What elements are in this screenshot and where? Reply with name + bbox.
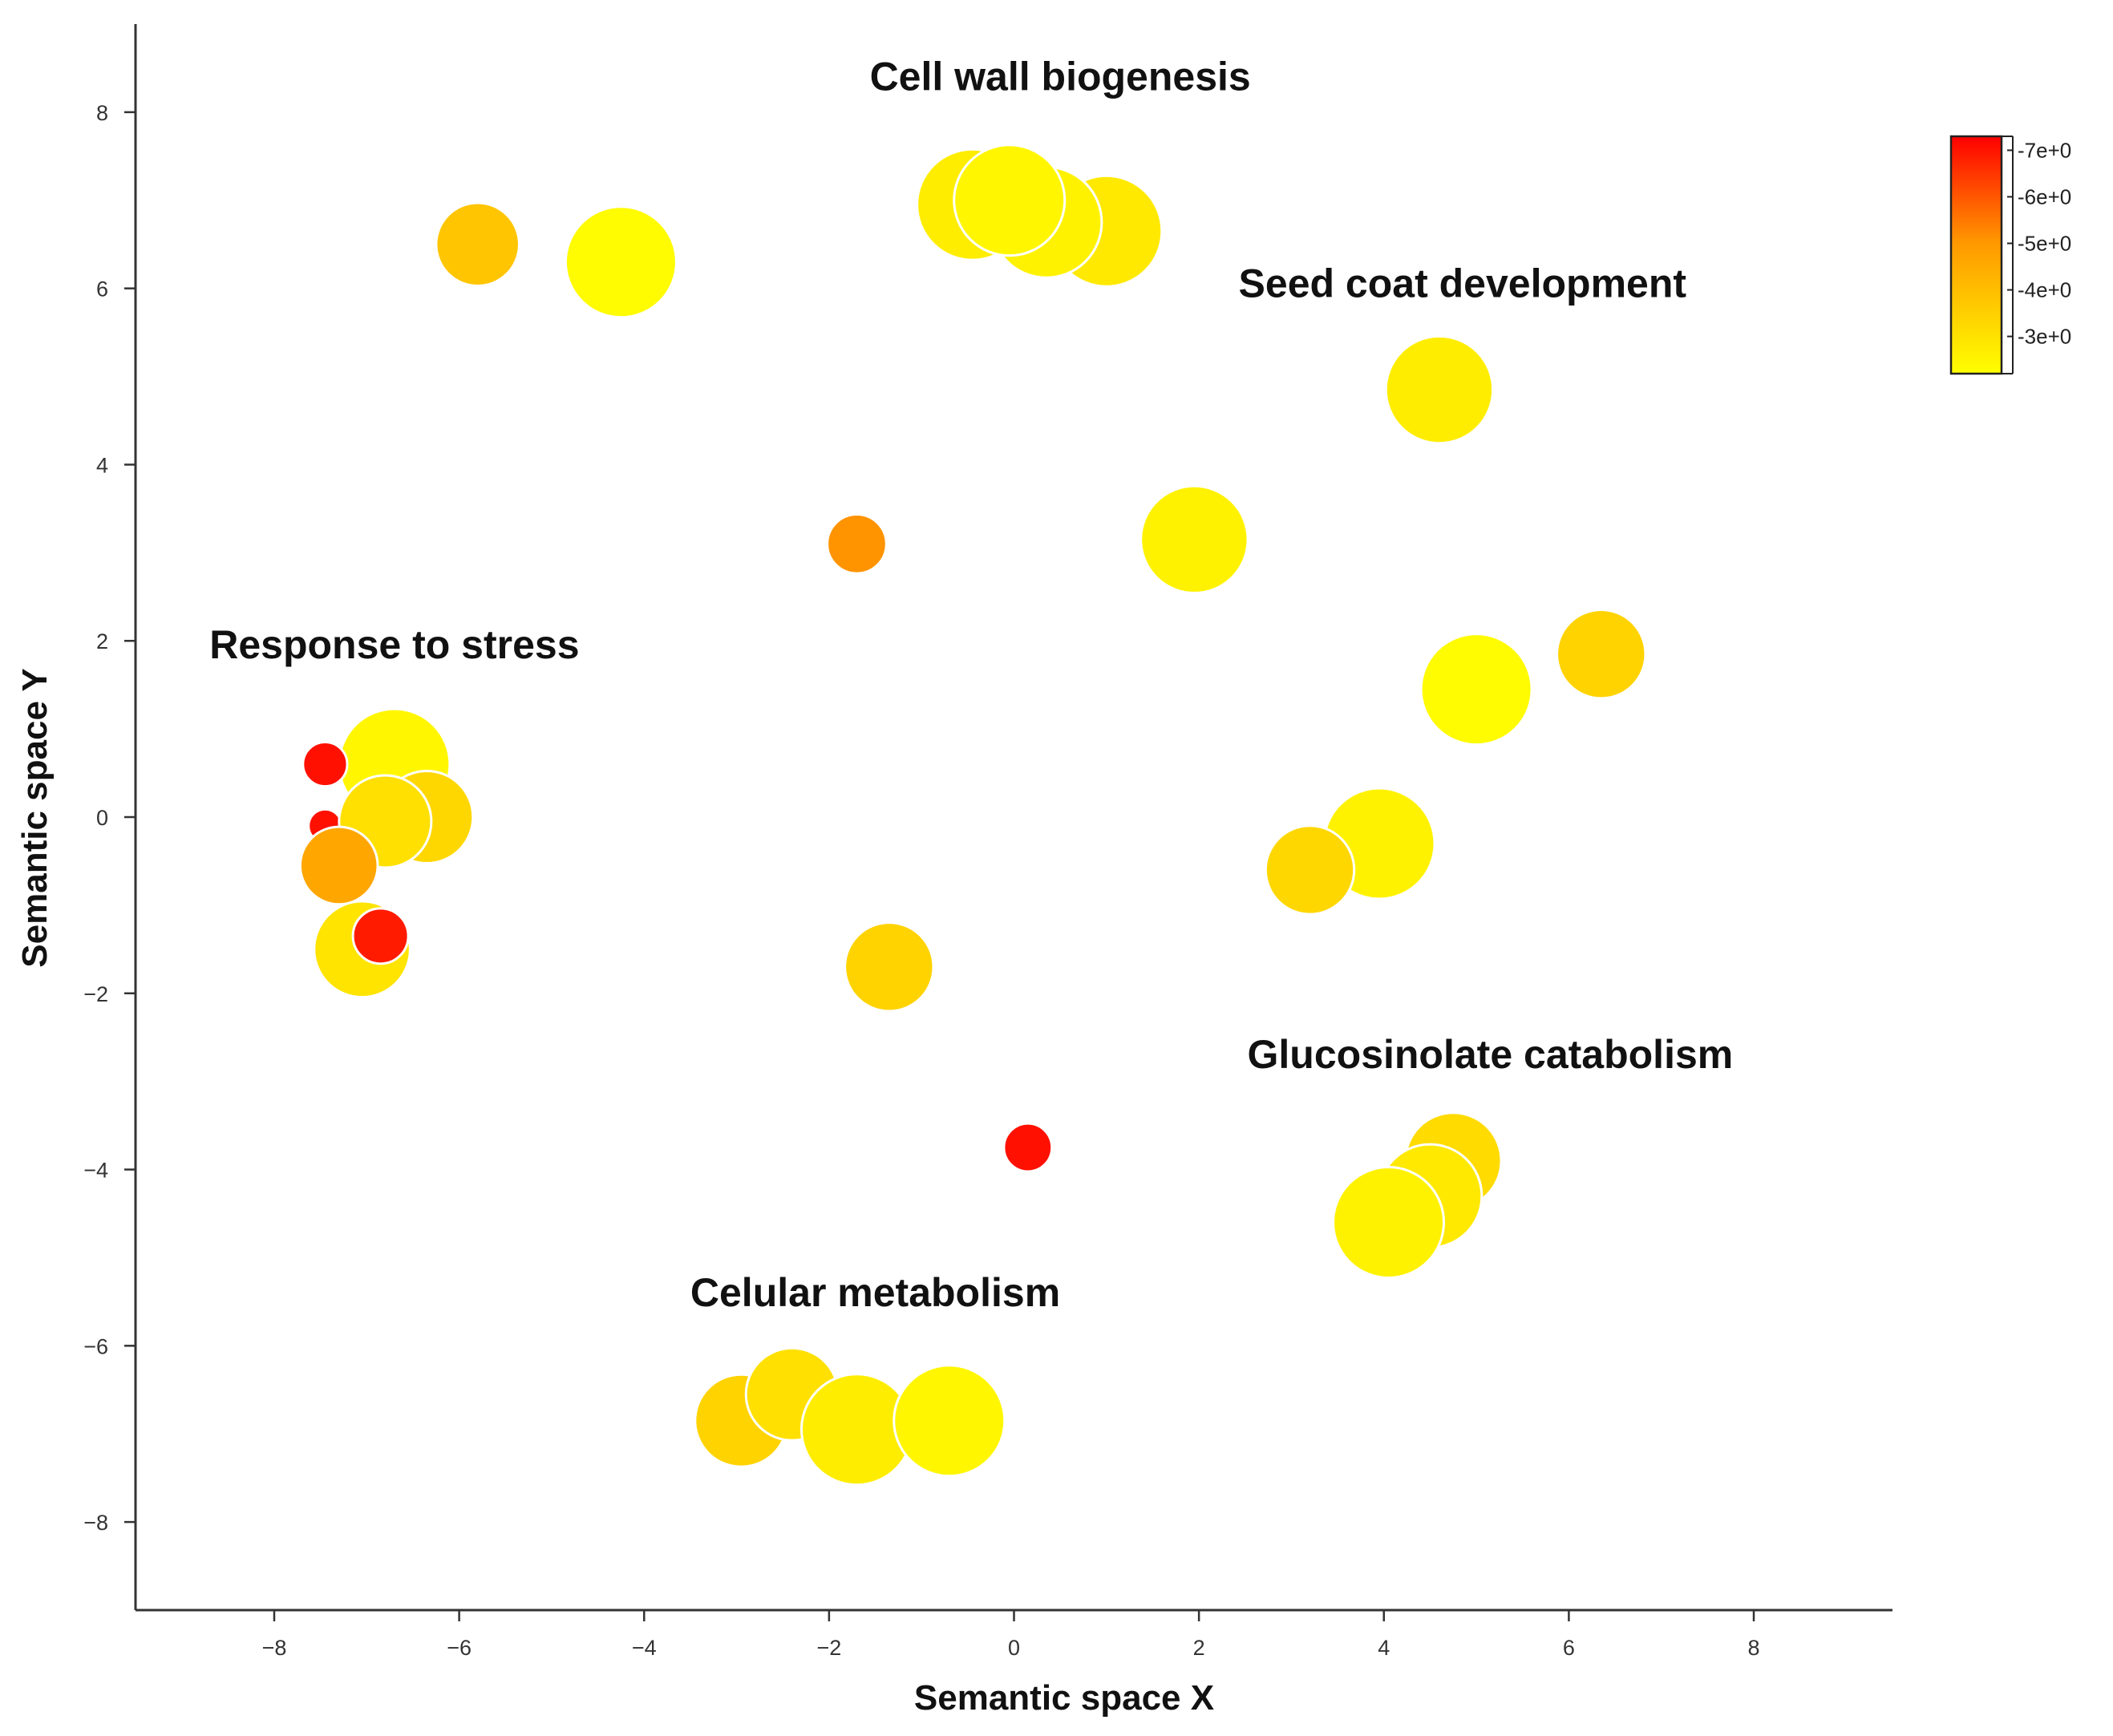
y-tick-label: −4 xyxy=(83,1159,108,1183)
color-scale-tick-label: -6e+0 xyxy=(2018,184,2071,208)
data-point xyxy=(435,201,520,287)
cluster-label: Glucosinolate catabolism xyxy=(1248,1032,1734,1077)
x-tick-label: 0 xyxy=(1008,1636,1020,1660)
color-scale-ticks: -7e+0 -6e+0 -5e+0 -4e+0 -3e+0 xyxy=(2007,138,2071,349)
data-point xyxy=(564,205,678,319)
data-point xyxy=(1139,484,1249,595)
y-tick-label: 6 xyxy=(96,277,108,301)
x-axis-ticks: −8 −6 −4 −2 0 2 4 6 8 xyxy=(262,1610,1760,1660)
cluster-labels: Cell wall biogenesis Seed coat developmen… xyxy=(209,54,1733,1314)
data-point xyxy=(953,144,1067,257)
data-point xyxy=(1264,824,1356,916)
color-scale-tick-label: -4e+0 xyxy=(2018,278,2071,302)
x-tick-label: −4 xyxy=(632,1636,657,1660)
data-point xyxy=(1556,609,1647,700)
y-tick-label: 0 xyxy=(96,806,108,830)
x-tick-label: 8 xyxy=(1748,1636,1760,1660)
x-tick-label: 4 xyxy=(1378,1636,1390,1660)
y-axis-title: Semantic space Y xyxy=(15,668,55,967)
bubble-series xyxy=(298,144,1647,1487)
data-point xyxy=(1002,1122,1054,1173)
x-axis-title: Semantic space X xyxy=(914,1678,1214,1718)
x-tick-label: −8 xyxy=(262,1636,287,1660)
data-point xyxy=(351,907,410,965)
data-point xyxy=(893,1364,1006,1478)
data-point xyxy=(298,825,379,906)
data-point xyxy=(302,740,349,788)
color-scale-legend: -7e+0 -6e+0 -5e+0 -4e+0 -3e+0 xyxy=(1949,135,2071,375)
y-tick-label: 8 xyxy=(96,101,108,125)
data-point xyxy=(844,921,935,1013)
data-point xyxy=(826,513,888,575)
y-tick-label: 4 xyxy=(96,453,108,477)
cluster-label: Seed coat development xyxy=(1239,261,1687,306)
y-axis-ticks: −8 −6 −4 −2 0 2 4 6 8 xyxy=(83,101,136,1535)
x-tick-label: −2 xyxy=(816,1636,841,1660)
cluster-label: Cell wall biogenesis xyxy=(870,54,1251,99)
cluster-label: Response to stress xyxy=(209,622,579,667)
color-scale-tick-label: -7e+0 xyxy=(2018,138,2071,162)
data-point xyxy=(1419,633,1533,747)
x-tick-label: 2 xyxy=(1193,1636,1205,1660)
y-tick-label: −8 xyxy=(83,1511,108,1535)
x-tick-label: 6 xyxy=(1563,1636,1575,1660)
y-tick-label: 2 xyxy=(96,629,108,654)
x-tick-label: −6 xyxy=(447,1636,472,1660)
data-point xyxy=(1332,1165,1446,1279)
y-tick-label: −2 xyxy=(83,982,108,1006)
cluster-label: Celular metabolism xyxy=(690,1270,1060,1315)
y-tick-label: −6 xyxy=(83,1334,108,1358)
color-scale-tick-label: -5e+0 xyxy=(2018,231,2071,255)
color-scale-tick-label: -3e+0 xyxy=(2018,325,2071,349)
color-scale-bar xyxy=(1949,135,2003,375)
data-point xyxy=(1384,334,1495,445)
